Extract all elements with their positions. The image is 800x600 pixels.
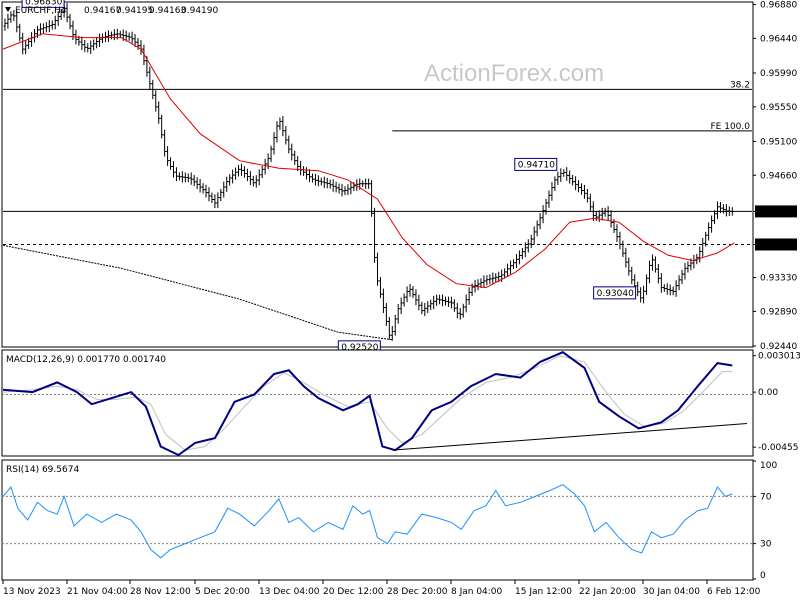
rsi-tick-label: 100 xyxy=(760,461,777,471)
rsi-tick-label: 30 xyxy=(760,540,772,550)
annotation-text: 0.96830 xyxy=(25,0,62,7)
rsi-line xyxy=(2,484,733,559)
annotation-box xyxy=(21,0,65,8)
annotation-text: 0.92520 xyxy=(341,343,378,353)
price-tag-label: 0.93760 xyxy=(759,240,796,250)
price-tick-label: 0.92890 xyxy=(760,307,797,317)
price-bars xyxy=(3,3,734,341)
macd-y-axis: 0.003013 0.00 -0.00455 xyxy=(753,352,800,453)
time-tick-label: 5 Dec 20:00 xyxy=(195,587,250,597)
price-pane: ActionForex.com 38.2 FE 100.0 0.96830 0.94… xyxy=(1,0,797,354)
time-tick-label: 22 Jan 20:00 xyxy=(579,587,636,597)
price-levels: 38.2 FE 100.0 xyxy=(3,80,752,245)
macd-title: MACD(12,26,9) 0.001770 0.001740 xyxy=(6,355,166,365)
time-axis: 13 Nov 2023 21 Nov 04:00 28 Nov 12:00 5 Dec… xyxy=(2,580,761,597)
price-tick-label: 0.96880 xyxy=(760,1,797,11)
price-tick-label: 0.96440 xyxy=(760,34,797,44)
annotation-box xyxy=(593,286,637,300)
level-label: 38.2 xyxy=(730,80,750,90)
macd-pane-frame xyxy=(1,349,754,457)
macd-tick-label: 0.00 xyxy=(758,388,778,398)
price-tag-label: 0.94190 xyxy=(759,207,796,217)
price-tick-label: 0.93330 xyxy=(760,274,797,284)
time-tick-label: 13 Nov 2023 xyxy=(3,587,61,597)
macd-pane: MACD(12,26,9) 0.001770 0.001740 0.003013… xyxy=(1,349,800,457)
rsi-pane-frame xyxy=(1,459,754,581)
ohlc-low: 0.94163 xyxy=(149,6,186,16)
price-tag-box xyxy=(755,205,797,218)
time-tick-label: 8 Jan 04:00 xyxy=(451,587,503,597)
rsi-title: RSI(14) 69.5674 xyxy=(6,465,79,475)
rsi-y-axis: 100 70 30 0 xyxy=(753,460,777,581)
watermark: ActionForex.com xyxy=(424,60,604,87)
level-label: FE 100.0 xyxy=(711,122,751,132)
long-average-line xyxy=(2,244,393,341)
macd-tick-label: -0.00455 xyxy=(758,443,798,453)
time-tick-label: 13 Dec 04:00 xyxy=(259,587,320,597)
annotation-box xyxy=(514,157,558,171)
time-tick-label: 28 Dec 20:00 xyxy=(387,587,448,597)
time-tick-label: 20 Dec 12:00 xyxy=(323,587,384,597)
price-tick-label: 0.95990 xyxy=(760,69,797,79)
price-tick-label: 0.95100 xyxy=(760,137,797,147)
symbol-label: EURCHF,H4 xyxy=(15,6,67,16)
macd-tick-label: 0.003013 xyxy=(758,352,800,362)
macd-trendline xyxy=(392,423,748,451)
time-tick-label: 30 Jan 04:00 xyxy=(643,587,700,597)
price-y-axis: 0.96880 0.96440 0.95990 0.95550 0.95100 0.946… xyxy=(753,1,797,352)
collapse-arrow-icon[interactable] xyxy=(5,7,11,12)
rsi-tick-label: 70 xyxy=(760,492,772,502)
chart-header: EURCHF,H4 0.94167 0.94195 0.94163 0.9419… xyxy=(5,6,218,16)
time-tick-label: 28 Nov 12:00 xyxy=(130,587,191,597)
moving-average-line xyxy=(2,33,735,289)
price-tick-label: 0.95550 xyxy=(760,103,797,113)
ohlc-close: 0.94190 xyxy=(181,6,218,16)
rsi-tick-label: 0 xyxy=(760,571,766,581)
time-tick-label: 21 Nov 04:00 xyxy=(67,587,128,597)
ohlc-high: 0.94195 xyxy=(116,6,153,16)
ohlc-open: 0.94167 xyxy=(84,6,121,16)
annotation-text: 0.94710 xyxy=(518,160,555,170)
annotation-text: 0.93040 xyxy=(597,289,634,299)
time-tick-label: 15 Jan 12:00 xyxy=(515,587,572,597)
time-tick-label: 6 Feb 12:00 xyxy=(707,587,761,597)
price-tick-label: 0.94660 xyxy=(760,171,797,181)
rsi-pane: RSI(14) 69.5674 100 70 30 0 xyxy=(1,459,777,581)
macd-main-line xyxy=(2,351,733,457)
price-tag-box xyxy=(755,238,797,251)
price-tick-label: 0.92440 xyxy=(760,342,797,352)
